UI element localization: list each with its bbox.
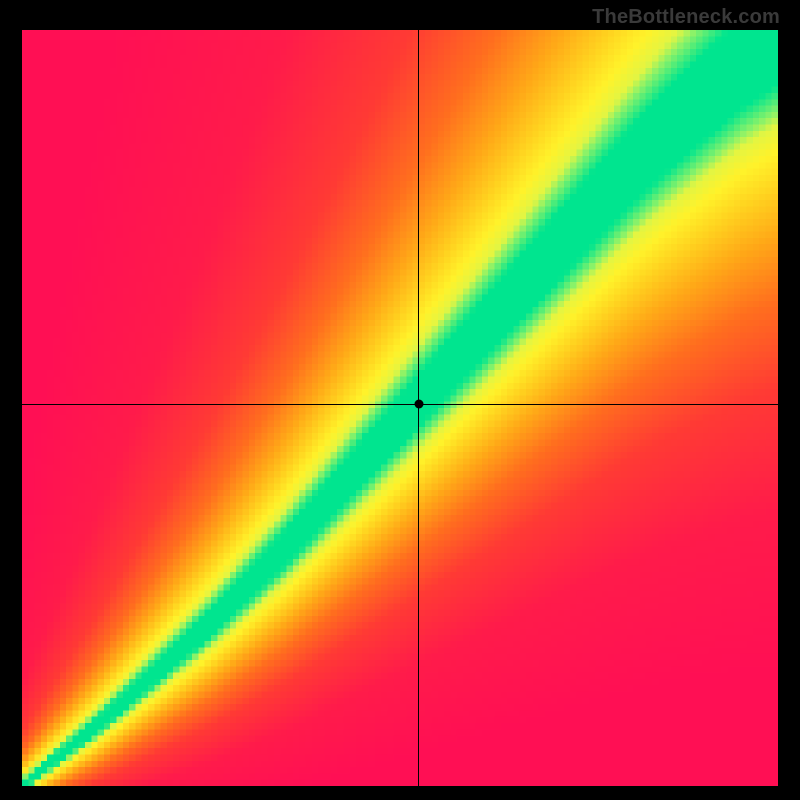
- heatmap-plot: [22, 30, 778, 786]
- heatmap-canvas: [22, 30, 778, 786]
- crosshair-horizontal: [22, 404, 778, 405]
- watermark-text: TheBottleneck.com: [592, 6, 780, 29]
- crosshair-marker: [414, 400, 423, 409]
